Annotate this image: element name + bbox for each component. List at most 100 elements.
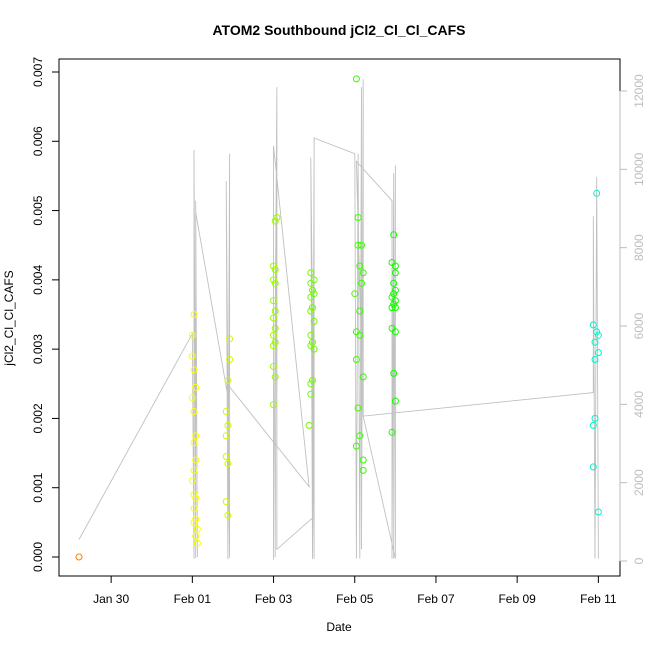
data-point xyxy=(589,321,597,329)
data-point xyxy=(188,477,196,485)
data-point xyxy=(190,366,198,374)
y2-tick-label: 4000 xyxy=(632,391,646,418)
data-point xyxy=(354,404,362,412)
data-point xyxy=(188,331,196,339)
data-point xyxy=(305,421,313,429)
data-point xyxy=(351,290,359,298)
data-point xyxy=(593,328,601,336)
data-point xyxy=(307,331,315,339)
data-point xyxy=(307,307,315,315)
data-point xyxy=(190,491,198,499)
data-point xyxy=(222,408,230,415)
data-point xyxy=(589,421,597,429)
data-point xyxy=(390,231,398,239)
data-point xyxy=(270,297,277,305)
data-point xyxy=(307,380,315,388)
data-point xyxy=(270,342,277,350)
data-point xyxy=(224,421,232,429)
data-point xyxy=(388,428,396,436)
data-point xyxy=(356,307,364,315)
data-point xyxy=(190,408,198,415)
data-point xyxy=(391,262,399,270)
x-tick-label: Feb 01 xyxy=(174,592,212,606)
data-point xyxy=(192,515,200,523)
data-point xyxy=(391,297,399,305)
data-point xyxy=(190,466,198,474)
data-point xyxy=(222,453,230,460)
data-point xyxy=(359,466,367,474)
data-point xyxy=(271,279,279,287)
data-point xyxy=(594,508,602,516)
data-point xyxy=(193,525,201,533)
x-tick-label: Jan 30 xyxy=(93,592,129,606)
data-point xyxy=(594,331,602,339)
y2-series-line xyxy=(78,79,599,560)
data-point xyxy=(270,401,277,409)
data-point xyxy=(359,269,367,277)
data-point xyxy=(224,511,232,519)
y-tick-label: 0.004 xyxy=(31,265,45,295)
data-point xyxy=(309,304,316,312)
y-axis: 0.000 0.001 0.002 0.003 0.004 0.005 0.006 0.007 xyxy=(31,57,60,572)
data-point xyxy=(307,279,315,287)
data-point xyxy=(270,331,277,339)
data-point xyxy=(391,304,399,312)
data-point xyxy=(271,338,279,346)
data-point xyxy=(591,338,599,346)
y2-tick-label: 0 xyxy=(632,557,646,564)
data-point xyxy=(307,269,315,277)
data-point xyxy=(192,532,200,540)
data-point xyxy=(271,373,279,381)
data-point xyxy=(222,498,230,506)
data-point xyxy=(222,432,230,440)
data-point xyxy=(190,518,198,526)
x-tick-label: Feb 07 xyxy=(417,592,455,606)
data-point xyxy=(358,279,365,287)
data-point xyxy=(352,356,360,363)
data-point xyxy=(190,311,198,318)
data-point xyxy=(307,390,315,398)
data-point xyxy=(271,266,279,273)
plot-frame xyxy=(58,58,621,577)
data-point xyxy=(188,352,196,360)
data-point xyxy=(391,328,399,336)
data-point xyxy=(356,331,364,339)
data-point xyxy=(358,241,365,249)
data-point xyxy=(270,276,277,284)
y-axis-label: jCl2_Cl_Cl_CAFS xyxy=(2,270,16,366)
data-point xyxy=(270,314,277,322)
x-tick-label: Feb 09 xyxy=(498,592,536,606)
y2-tick-label: 12000 xyxy=(632,74,646,108)
data-point xyxy=(273,214,281,221)
data-point xyxy=(226,356,234,363)
data-point xyxy=(359,456,367,464)
y2-tick-label: 10000 xyxy=(632,152,646,186)
y2-axis: 0 2000 4000 6000 8000 10000 12000 xyxy=(619,74,646,564)
data-point xyxy=(307,293,315,301)
x-tick-label: Feb 05 xyxy=(336,592,374,606)
data-point xyxy=(593,189,601,197)
y2-tick-label: 8000 xyxy=(632,234,646,261)
data-point xyxy=(356,432,364,440)
data-point xyxy=(354,241,362,249)
data-point xyxy=(591,414,599,422)
data-point xyxy=(390,279,398,287)
y-tick-label: 0.006 xyxy=(31,126,45,156)
data-point xyxy=(390,369,398,377)
data-point xyxy=(271,307,279,315)
data-point xyxy=(310,345,318,353)
data-point xyxy=(271,324,279,332)
y-tick-label: 0.000 xyxy=(31,542,45,572)
data-point xyxy=(388,304,396,312)
data-point xyxy=(390,290,398,298)
data-point xyxy=(310,290,318,298)
data-point xyxy=(224,460,232,467)
y2-tick-label: 6000 xyxy=(632,312,646,339)
data-point xyxy=(591,356,599,363)
y-tick-label: 0.003 xyxy=(31,334,45,364)
data-point xyxy=(188,394,196,402)
data-point xyxy=(594,349,602,357)
data-point xyxy=(309,376,316,384)
data-point xyxy=(390,300,398,308)
data-point xyxy=(224,376,232,384)
